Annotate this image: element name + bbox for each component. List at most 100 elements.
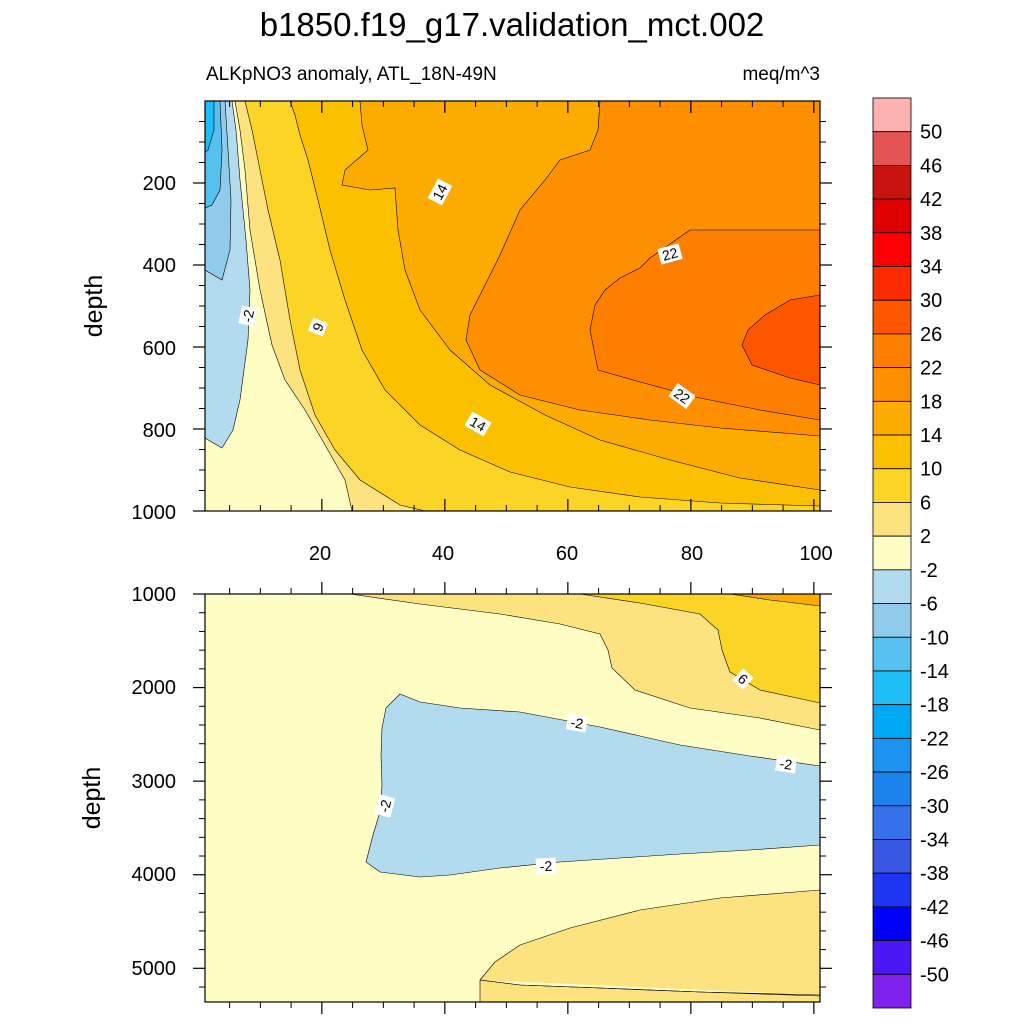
colorbar-box [872, 737, 912, 773]
y-tick-label: 800 [143, 420, 176, 442]
colorbar-box [872, 805, 912, 840]
colorbar-box [872, 704, 912, 739]
colorbar-label: 6 [920, 492, 931, 514]
band-6-10 [579, 594, 820, 704]
band-minus6-minus2 [365, 693, 820, 878]
bottom-minor-ticks [199, 588, 826, 1008]
colorbar-label: -18 [920, 695, 949, 717]
colorbar-label: 34 [920, 257, 942, 279]
top-y-axis-label: depth [80, 275, 108, 338]
colorbar-label: -30 [920, 796, 949, 818]
colorbar-label: 10 [920, 459, 942, 481]
band-minus18-minus14 [205, 101, 215, 153]
top-contour-labels: -2 9 14 14 22 22 [238, 178, 696, 437]
colorbar-box [872, 771, 912, 807]
colorbar-box [872, 400, 912, 436]
bottom-panel: 6 -2 -2 -2 -2 1000 2000 3000 4000 5000 d… [78, 582, 832, 1014]
colorbar-box [872, 198, 912, 234]
bottom-contour-fill [205, 594, 820, 1002]
colorbar-box [872, 434, 912, 470]
bottom-y-axis-label: depth [78, 767, 106, 830]
colorbar-label: 26 [920, 324, 942, 346]
svg-text:14: 14 [429, 181, 451, 202]
colorbar-label: -34 [920, 829, 949, 851]
colorbar-boxes [872, 97, 912, 1009]
colorbar-label: -22 [920, 728, 949, 750]
band-10-14 [729, 594, 820, 607]
colorbar-label: -42 [920, 897, 949, 919]
colorbar-box [872, 165, 912, 200]
svg-text:-2: -2 [569, 714, 584, 732]
colorbar-label: 22 [920, 358, 942, 380]
colorbar-label: 42 [920, 189, 942, 211]
top-major-ticks [193, 101, 832, 512]
colorbar-box [872, 333, 912, 369]
svg-text:14: 14 [467, 413, 489, 435]
top-panel: -2 9 14 14 22 22 20 40 60 80 100 200 400… [80, 100, 833, 565]
colorbar-box [872, 872, 912, 908]
colorbar-box [872, 670, 912, 706]
bottom-y-tick-labels: 1000 2000 3000 4000 5000 [132, 584, 177, 980]
x-tick-label: 100 [799, 543, 832, 565]
y-tick-label: 200 [143, 173, 176, 195]
colorbar-label: -26 [920, 762, 949, 784]
svg-text:-2: -2 [539, 858, 552, 875]
lower-band-boundary [479, 979, 820, 997]
top-contour-fill [205, 101, 820, 511]
x-tick-label: 20 [309, 543, 331, 565]
svg-text:-2: -2 [779, 755, 794, 773]
variable-label: ALKpNO3 anomaly, ATL_18N-49N [206, 64, 497, 85]
colorbar-box [872, 266, 912, 301]
colorbar-box [872, 636, 912, 672]
colorbar-box [872, 502, 912, 537]
y-tick-label: 4000 [132, 864, 177, 886]
y-tick-label: 1000 [132, 502, 177, 524]
colorbar-label: -46 [920, 931, 949, 953]
bottom-contour-labels: 6 -2 -2 -2 -2 [374, 668, 798, 875]
colorbar-label: -50 [920, 964, 949, 986]
bottom-plot-frame [204, 593, 821, 1003]
colorbar-box [872, 299, 912, 335]
colorbar: 50 46 42 38 34 30 26 22 18 14 10 6 2 -2 -6 -10 -14 -18 -22… [872, 97, 949, 1009]
top-y-tick-labels: 200 400 600 800 1000 [132, 173, 177, 524]
colorbar-box [872, 97, 912, 133]
colorbar-box [872, 603, 912, 638]
units-label: meq/m^3 [742, 64, 820, 85]
y-tick-label: 400 [143, 255, 176, 277]
colorbar-box [872, 839, 912, 874]
svg-text:22: 22 [660, 244, 679, 264]
colorbar-label: -2 [920, 560, 938, 582]
colorbar-label: -14 [920, 661, 949, 683]
y-tick-label: 1000 [132, 584, 177, 606]
y-tick-label: 600 [143, 338, 176, 360]
colorbar-label: -10 [920, 627, 949, 649]
svg-text:-2: -2 [239, 308, 257, 324]
colorbar-box [872, 232, 912, 267]
colorbar-box [872, 367, 912, 402]
y-tick-label: 2000 [132, 677, 177, 699]
band-26-30 [741, 294, 820, 386]
bottom-major-ticks [193, 582, 832, 1014]
colorbar-box [872, 906, 912, 941]
band-2-6-upper [349, 594, 820, 731]
colorbar-label: 50 [920, 122, 942, 144]
colorbar-label: 46 [920, 155, 942, 177]
x-tick-label: 80 [681, 543, 703, 565]
y-tick-label: 3000 [132, 771, 177, 793]
top-x-tick-labels: 20 40 60 80 100 [309, 543, 833, 565]
band-22-26 [589, 229, 820, 421]
svg-text:-2: -2 [376, 798, 395, 814]
y-tick-label: 5000 [132, 958, 177, 980]
colorbar-box [872, 535, 912, 571]
colorbar-label: -38 [920, 863, 949, 885]
colorbar-box [872, 973, 912, 1009]
colorbar-label: 2 [920, 526, 931, 548]
x-tick-label: 60 [556, 543, 578, 565]
top-minor-ticks [199, 101, 826, 511]
colorbar-label: 14 [920, 425, 942, 447]
colorbar-label: 38 [920, 223, 942, 245]
colorbar-label: 30 [920, 290, 942, 312]
colorbar-label: 18 [920, 391, 942, 413]
colorbar-box [872, 569, 912, 604]
